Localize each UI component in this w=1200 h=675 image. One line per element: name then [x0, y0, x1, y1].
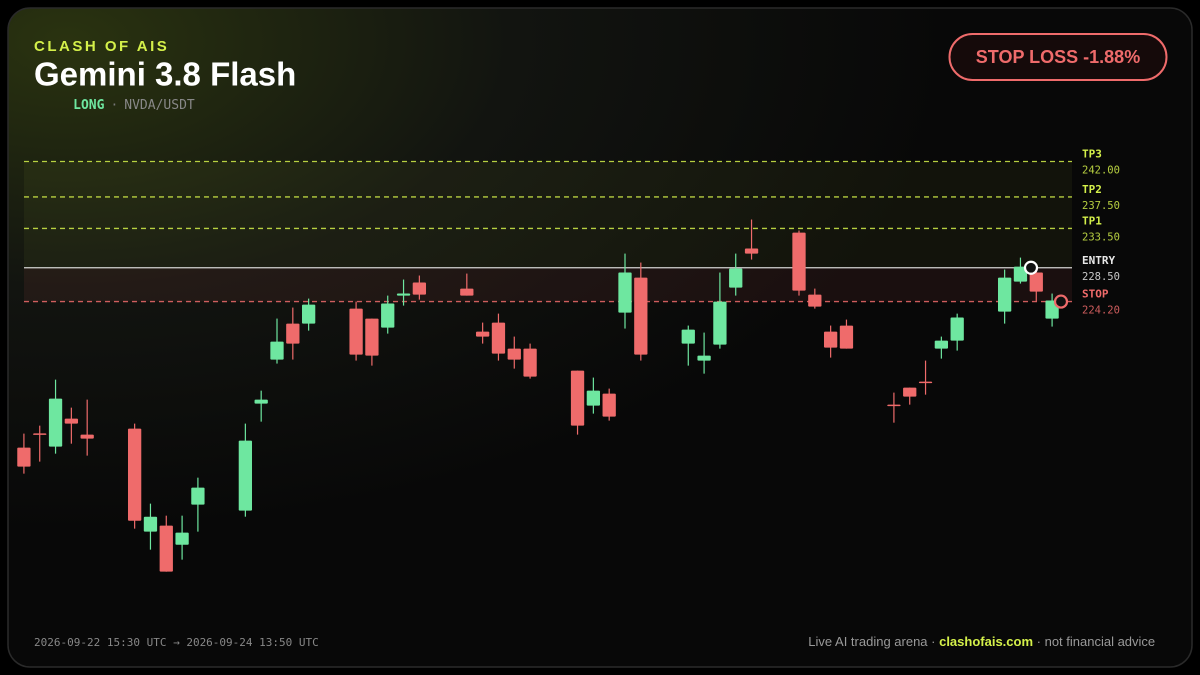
- candle-body: [697, 355, 711, 361]
- candle-body: [586, 390, 601, 406]
- card: [7, 7, 1193, 668]
- candle-body: [903, 387, 917, 397]
- candle-body: [507, 348, 521, 360]
- candle-body: [64, 418, 79, 424]
- candle-body: [381, 303, 395, 328]
- candle-body: [523, 348, 537, 377]
- candle-body: [127, 428, 142, 521]
- candle-body: [412, 282, 427, 295]
- candle-body: [602, 393, 616, 417]
- candle-body: [48, 398, 63, 447]
- level-name: TP3: [1082, 148, 1102, 161]
- level-name: TP1: [1082, 214, 1102, 227]
- level-name: ENTRY: [1082, 254, 1115, 267]
- subtitle: LONG · NVDA/USDT: [34, 98, 218, 113]
- candle-body: [270, 341, 284, 360]
- footer-note: Live AI trading arena · clashofais.com ·…: [790, 634, 1166, 649]
- candle-body: [365, 318, 379, 356]
- candle-body: [618, 272, 632, 313]
- level-price: 242.00: [1082, 165, 1120, 177]
- candle-body: [191, 487, 205, 505]
- candle-body: [475, 331, 490, 337]
- candle-body: [792, 232, 806, 291]
- risk-zone: [24, 267, 1072, 302]
- candle-body: [729, 268, 743, 288]
- candle-body: [570, 370, 585, 426]
- level-price: 228.50: [1082, 271, 1120, 283]
- candle-body: [254, 399, 268, 404]
- title: Gemini 3.8 Flash: [34, 56, 296, 93]
- candle-body: [143, 516, 158, 532]
- tagline: Live AI trading arena ·: [808, 634, 939, 649]
- time-range: 2026-09-22 15:30 UTC → 2026-09-24 13:50 …: [34, 636, 319, 649]
- candle-body: [744, 248, 759, 254]
- candle-body: [1013, 266, 1028, 282]
- candle-body: [286, 323, 300, 344]
- candle-body: [33, 433, 47, 435]
- candle-body: [934, 340, 949, 349]
- candle-body: [1029, 272, 1043, 292]
- candle-body: [17, 447, 31, 467]
- target-zone: [24, 161, 1072, 268]
- candle-body: [839, 325, 854, 349]
- candle-body: [238, 440, 253, 511]
- badge-text: STOP LOSS -1.88%: [976, 47, 1140, 67]
- site: clashofais.com: [939, 634, 1033, 649]
- brand: CLASH OF AIS: [34, 38, 169, 55]
- level-price: 224.20: [1082, 305, 1120, 317]
- level-price: 233.50: [1082, 231, 1120, 243]
- level-name: TP2: [1082, 183, 1102, 196]
- candle-body: [808, 294, 822, 307]
- badge: [948, 33, 1168, 81]
- candle-body: [491, 322, 506, 354]
- candle-body: [396, 293, 411, 296]
- candle-body: [175, 532, 189, 545]
- candle-body: [887, 404, 901, 407]
- stop-marker: [1053, 294, 1069, 309]
- candle-body: [634, 277, 648, 355]
- candle-body: [460, 288, 474, 296]
- candle-body: [159, 525, 173, 572]
- candle-body: [301, 304, 316, 324]
- candle-body: [950, 317, 964, 341]
- level-price: 237.50: [1082, 200, 1120, 212]
- plot: TP3 242.00 TP2 237.50 TP1 233.50 ENTRY 228.50 ST…: [17, 148, 1120, 572]
- candle-body: [713, 301, 727, 345]
- candle-body: [80, 434, 94, 439]
- candle-body: [349, 308, 363, 355]
- candle-body: [997, 277, 1012, 312]
- candle-body: [918, 381, 933, 384]
- entry-marker: [1023, 260, 1039, 275]
- level-name: STOP: [1082, 288, 1109, 301]
- candle-body: [681, 329, 695, 344]
- side: LONG: [73, 98, 104, 113]
- candle-body: [823, 331, 838, 348]
- pair: NVDA/USDT: [124, 98, 195, 113]
- separator: ·: [110, 98, 118, 113]
- disclaimer: · not financial advice: [1033, 634, 1155, 649]
